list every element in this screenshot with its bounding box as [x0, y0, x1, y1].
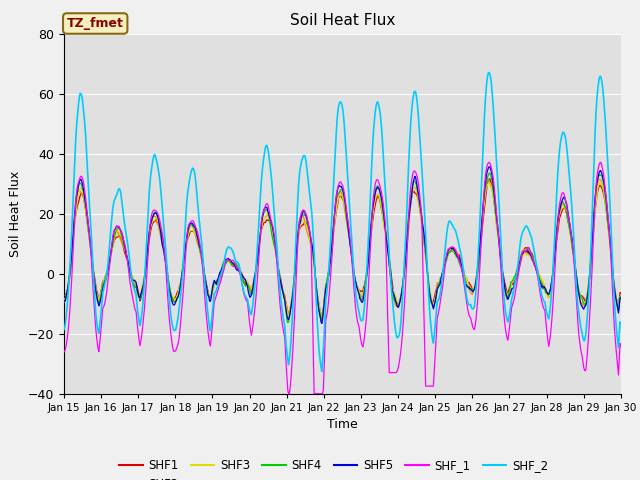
SHF2	[411, 184, 419, 190]
SHF2	[428, 297, 435, 303]
Line: SHF1: SHF1	[64, 179, 621, 318]
SHF1	[60, 292, 68, 298]
SHF5	[214, 278, 221, 284]
SHF1	[214, 276, 221, 282]
SHF1	[70, 227, 78, 232]
Line: SHF2: SHF2	[64, 180, 621, 321]
SHF4	[184, 230, 192, 236]
SHF2	[184, 231, 192, 237]
SHF4	[428, 300, 435, 306]
SHF3	[70, 229, 78, 235]
SHF1	[486, 176, 494, 181]
SHF2	[70, 223, 78, 229]
SHF5	[318, 321, 326, 326]
SHF3	[617, 295, 625, 301]
SHF_2	[318, 369, 326, 374]
SHF3	[318, 315, 326, 321]
SHF5	[485, 164, 493, 169]
Line: SHF5: SHF5	[64, 167, 621, 324]
Text: TZ_fmet: TZ_fmet	[67, 17, 124, 30]
SHF5	[617, 295, 625, 301]
SHF4	[127, 276, 135, 282]
SHF_2	[214, 285, 221, 290]
SHF_1	[184, 225, 192, 231]
SHF_1	[285, 391, 292, 396]
SHF_2	[60, 326, 68, 332]
SHF1	[617, 290, 625, 296]
Title: Soil Heat Flux: Soil Heat Flux	[290, 13, 395, 28]
SHF_2	[127, 274, 135, 279]
SHF_1	[60, 349, 68, 355]
SHF4	[70, 223, 78, 228]
Line: SHF_1: SHF_1	[64, 162, 621, 394]
SHF3	[184, 234, 192, 240]
SHF2	[318, 318, 326, 324]
SHF4	[617, 294, 625, 300]
SHF4	[284, 320, 292, 325]
SHF4	[486, 170, 494, 176]
X-axis label: Time: Time	[327, 418, 358, 431]
SHF_2	[617, 321, 625, 327]
Line: SHF4: SHF4	[64, 173, 621, 323]
SHF_1	[597, 159, 605, 165]
SHF1	[428, 297, 435, 302]
SHF4	[60, 300, 68, 305]
SHF1	[411, 190, 419, 196]
Line: SHF_2: SHF_2	[64, 72, 621, 372]
SHF_1	[428, 383, 435, 389]
SHF3	[60, 297, 68, 302]
SHF4	[411, 179, 419, 184]
SHF2	[617, 296, 625, 301]
Legend: SHF1, SHF2, SHF3, SHF4, SHF5, SHF_1, SHF_2: SHF1, SHF2, SHF3, SHF4, SHF5, SHF_1, SHF…	[115, 455, 553, 480]
SHF_1	[127, 288, 135, 293]
SHF5	[127, 274, 135, 279]
SHF3	[214, 280, 221, 286]
SHF1	[184, 235, 192, 240]
SHF3	[597, 178, 605, 184]
SHF_2	[428, 324, 435, 330]
SHF_2	[485, 70, 493, 75]
SHF2	[60, 299, 68, 305]
SHF_1	[214, 290, 221, 296]
SHF2	[596, 177, 604, 182]
SHF2	[127, 272, 135, 278]
SHF_2	[184, 188, 192, 193]
SHF3	[127, 271, 135, 277]
SHF5	[411, 173, 419, 179]
SHF5	[428, 298, 435, 303]
SHF5	[60, 299, 68, 304]
SHF_1	[617, 344, 625, 349]
Line: SHF3: SHF3	[64, 181, 621, 318]
SHF_2	[70, 172, 78, 178]
SHF3	[428, 294, 435, 300]
SHF_1	[70, 228, 78, 233]
SHF2	[214, 280, 221, 286]
SHF3	[411, 184, 419, 190]
SHF_1	[411, 168, 419, 174]
SHF_2	[411, 88, 419, 94]
SHF5	[184, 228, 192, 234]
Y-axis label: Soil Heat Flux: Soil Heat Flux	[10, 170, 22, 257]
SHF1	[127, 275, 135, 281]
SHF4	[214, 278, 221, 284]
SHF5	[70, 217, 78, 223]
SHF1	[318, 315, 326, 321]
